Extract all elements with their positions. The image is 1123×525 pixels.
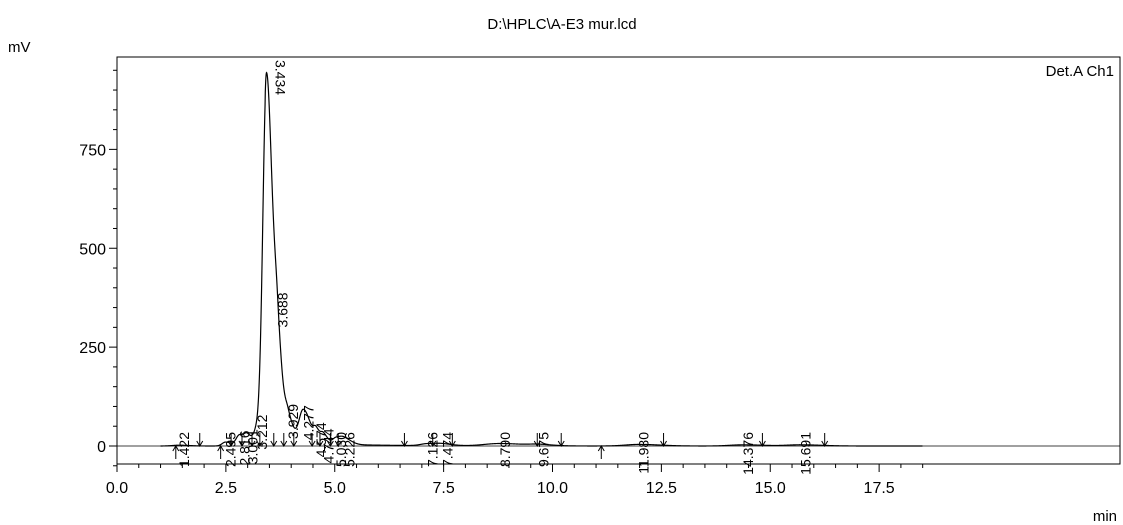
marker-down-arrow xyxy=(308,433,316,447)
marker-down-arrow xyxy=(270,433,278,447)
x-tick-label: 12.5 xyxy=(646,480,677,497)
marker-down-arrow xyxy=(256,433,264,447)
integration-markers xyxy=(172,433,829,459)
marker-down-arrow xyxy=(448,433,456,447)
marker-head xyxy=(758,440,766,447)
marker-head xyxy=(238,440,246,447)
marker-head xyxy=(290,440,298,447)
marker-down-arrow xyxy=(557,433,565,447)
x-axis-label: min xyxy=(1093,508,1117,525)
marker-down-arrow xyxy=(227,433,235,447)
x-tick-label: 10.0 xyxy=(537,480,568,497)
y-tick-label: 750 xyxy=(79,142,106,159)
peak-label: 7.126 xyxy=(424,432,440,467)
marker-head xyxy=(196,440,204,447)
marker-down-arrow xyxy=(821,433,829,447)
y-tick-label: 500 xyxy=(79,241,106,258)
peak-label: 4.277 xyxy=(300,405,316,440)
peak-label: 7.474 xyxy=(439,432,455,467)
chromatogram-trace xyxy=(160,71,923,447)
marker-head xyxy=(334,440,342,447)
marker-up-arrow xyxy=(217,445,225,459)
marker-head xyxy=(316,440,324,447)
peak-label: 11.980 xyxy=(636,432,652,474)
marker-head xyxy=(256,440,264,447)
y-tick-label: 250 xyxy=(79,340,106,357)
marker-down-arrow xyxy=(429,433,437,447)
peak-label: 1.422 xyxy=(176,432,192,467)
peak-label: 5.226 xyxy=(342,432,358,467)
peak-label: 14.376 xyxy=(740,432,756,475)
peak-label: 2.816 xyxy=(237,430,253,465)
x-tick-label: 0.0 xyxy=(106,480,128,497)
marker-down-arrow xyxy=(326,433,334,447)
y-tick-label: 0 xyxy=(97,439,106,456)
marker-head xyxy=(429,440,437,447)
peak-label: 3.212 xyxy=(254,414,270,449)
marker-head xyxy=(217,445,225,452)
peak-label: 9.675 xyxy=(535,432,551,467)
marker-head xyxy=(533,440,541,447)
marker-head xyxy=(660,440,667,447)
marker-head xyxy=(248,440,256,447)
marker-down-arrow xyxy=(660,433,667,447)
peak-label: 8.790 xyxy=(497,432,513,467)
marker-head xyxy=(448,440,456,447)
peak-label: 15.691 xyxy=(797,432,813,475)
marker-down-arrow xyxy=(290,433,298,447)
marker-head xyxy=(308,440,316,447)
marker-down-arrow xyxy=(316,433,324,447)
marker-down-arrow xyxy=(238,433,246,447)
marker-head xyxy=(557,440,565,447)
marker-down-arrow xyxy=(533,433,541,447)
marker-head xyxy=(172,445,180,452)
x-tick-label: 17.5 xyxy=(864,480,895,497)
marker-up-arrow xyxy=(172,445,180,459)
peak-label: 4.574 xyxy=(313,422,329,457)
marker-head xyxy=(270,440,278,447)
marker-down-arrow xyxy=(334,433,342,447)
marker-head xyxy=(597,445,605,452)
peak-label: 3.929 xyxy=(285,404,301,439)
peak-label: 4.744 xyxy=(321,428,337,463)
marker-head xyxy=(227,440,235,447)
marker-head xyxy=(280,440,288,447)
marker-down-arrow xyxy=(280,433,288,447)
peak-label: 3.434 xyxy=(273,60,289,95)
x-tick-label: 5.0 xyxy=(324,480,346,497)
marker-head xyxy=(326,440,334,447)
y-axis-label: mV xyxy=(8,39,31,56)
peak-label: 3.688 xyxy=(275,292,291,327)
marker-down-arrow xyxy=(196,433,204,447)
x-tick-label: 7.5 xyxy=(433,480,455,497)
marker-down-arrow xyxy=(401,433,408,447)
x-axis-ticks: 0.0 2.5 5.0 7.5 10.0 12.5 15.0 17.5 xyxy=(106,464,924,497)
marker-head xyxy=(401,440,408,447)
plot-frame xyxy=(116,56,1121,465)
channel-label: Det.A Ch1 xyxy=(1046,63,1114,80)
chart-title: D:\HPLC\A-E3 mur.lcd xyxy=(487,16,636,33)
peak-label: 5.030 xyxy=(333,432,349,467)
marker-down-arrow xyxy=(248,433,256,447)
y-axis-ticks: 0 250 500 750 xyxy=(79,69,117,467)
peak-label: 3.001 xyxy=(245,429,261,464)
marker-head xyxy=(821,440,829,447)
x-tick-label: 2.5 xyxy=(215,480,237,497)
marker-down-arrow xyxy=(758,433,766,447)
peak-label: 2.495 xyxy=(223,432,239,467)
marker-up-arrow xyxy=(597,445,605,459)
x-tick-label: 15.0 xyxy=(755,480,786,497)
